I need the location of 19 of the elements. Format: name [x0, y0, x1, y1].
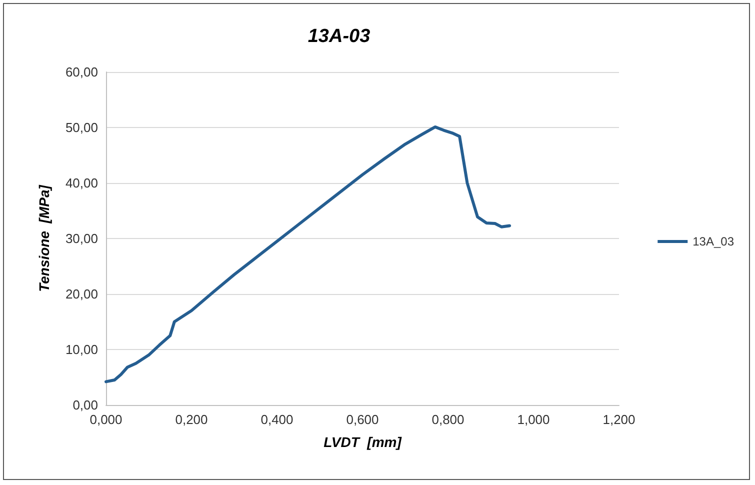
legend-label: 13A_03: [692, 234, 734, 248]
chart-title: 13A-03: [308, 26, 371, 47]
x-tick-label: 0,000: [90, 412, 122, 427]
y-axis-title: Tensione [MPa]: [36, 184, 52, 292]
line-series: [104, 125, 512, 384]
y-tick-label: 30,00: [65, 231, 98, 246]
y-tick-label: 50,00: [65, 120, 98, 135]
x-tick-label: 0,200: [175, 412, 208, 427]
x-tick-label: 1,000: [517, 412, 550, 427]
y-tick-label: 10,00: [65, 342, 98, 357]
x-axis-title: LVDT [mm]: [324, 434, 403, 450]
x-tick-label: 0,800: [432, 412, 464, 427]
y-tick-label: 20,00: [65, 286, 98, 302]
y-tick-label: 40,00: [65, 176, 98, 190]
y-tick-label: 60,00: [65, 64, 98, 80]
x-tick-label: 0,600: [346, 412, 379, 427]
y-tick-label: 0,00: [72, 398, 98, 412]
x-tick-label: 1,200: [602, 412, 636, 427]
x-tick-label: 0,400: [260, 412, 294, 427]
